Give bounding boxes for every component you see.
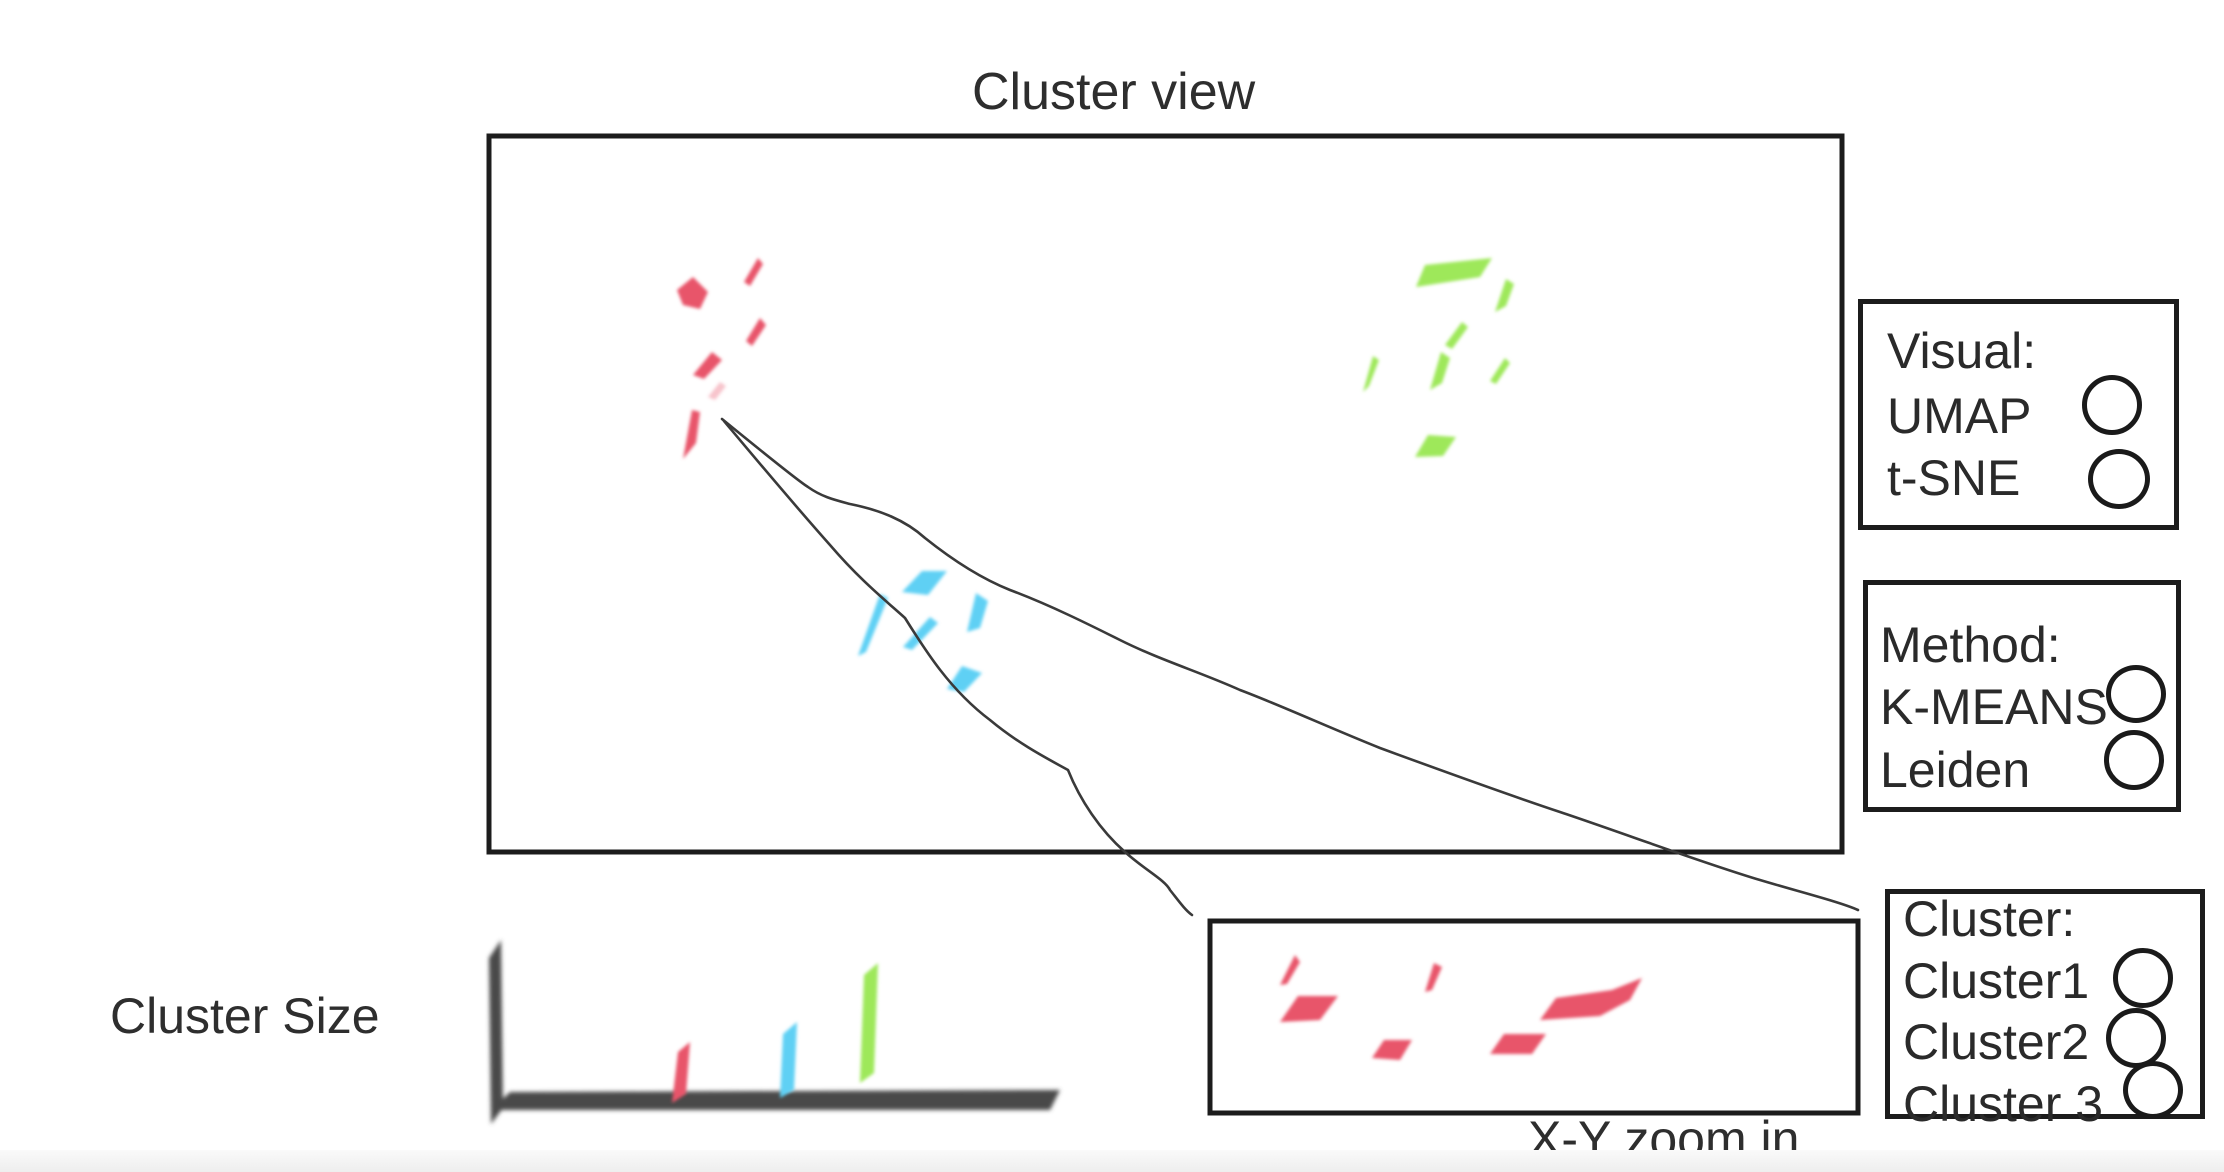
- cluster-panel: Cluster: Cluster1 Cluster2 Cluster 3: [1885, 889, 2205, 1129]
- option-umap-label: UMAP: [1887, 388, 2032, 444]
- bar-red[interactable]: [672, 1042, 690, 1103]
- chart-axes: [489, 940, 1060, 1124]
- zoom-connector-lines: [720, 417, 1860, 917]
- visual-panel: Visual: UMAP t-SNE: [1858, 299, 2179, 530]
- radio-cluster1[interactable]: [2113, 948, 2173, 1008]
- radio-leiden[interactable]: [2104, 730, 2164, 790]
- option-cluster1-label: Cluster1: [1903, 953, 2090, 1009]
- visual-panel-title: Visual:: [1887, 323, 2037, 379]
- option-cluster2-label: Cluster2: [1903, 1014, 2090, 1070]
- zoom-red-cluster[interactable]: [1280, 955, 1642, 1060]
- bar-green[interactable]: [860, 963, 878, 1083]
- option-cluster3-label: Cluster 3: [1903, 1076, 2104, 1132]
- radio-kmeans[interactable]: [2106, 665, 2166, 723]
- option-leiden-label: Leiden: [1880, 742, 2031, 798]
- cluster-size-chart: [489, 940, 1060, 1124]
- red-cluster[interactable]: [677, 258, 766, 459]
- cluster-panel-title: Cluster:: [1903, 891, 2076, 947]
- blue-cluster[interactable]: [858, 571, 988, 692]
- zoom-in-frame[interactable]: [1207, 918, 1861, 1116]
- cluster-view-title: Cluster view: [972, 63, 1256, 121]
- bottom-edge: [0, 1150, 2224, 1172]
- bar-blue[interactable]: [780, 1022, 797, 1098]
- radio-tsne[interactable]: [2088, 449, 2150, 509]
- option-kmeans-label: K-MEANS: [1880, 679, 2108, 735]
- method-panel-title: Method:: [1880, 617, 2061, 673]
- cluster-size-label: Cluster Size: [110, 988, 380, 1044]
- radio-umap[interactable]: [2082, 375, 2142, 435]
- option-tsne-label: t-SNE: [1887, 450, 2021, 506]
- radio-cluster2[interactable]: [2106, 1008, 2166, 1068]
- radio-cluster3[interactable]: [2123, 1061, 2183, 1119]
- cluster-view-frame[interactable]: [486, 133, 1845, 855]
- green-cluster[interactable]: [1363, 258, 1514, 457]
- method-panel: Method: K-MEANS Leiden: [1863, 580, 2181, 812]
